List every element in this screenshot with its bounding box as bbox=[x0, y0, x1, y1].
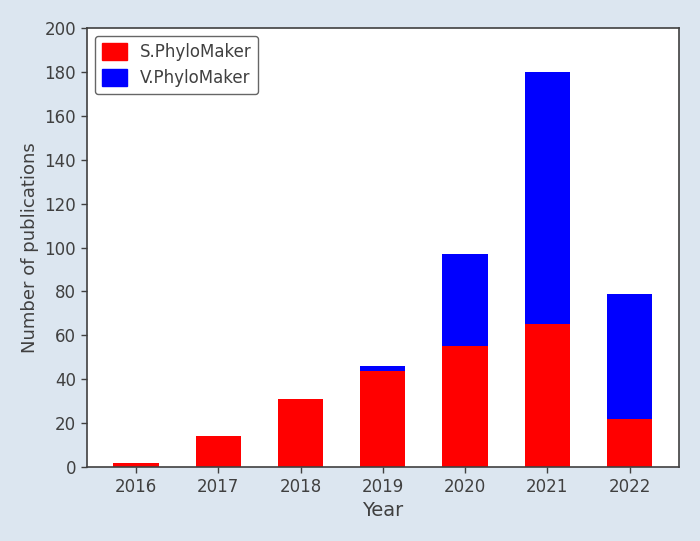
Bar bbox=[607, 294, 652, 419]
Bar bbox=[113, 463, 159, 467]
Bar bbox=[278, 399, 323, 467]
Bar bbox=[196, 437, 241, 467]
Legend: S.PhyloMaker, V.PhyloMaker: S.PhyloMaker, V.PhyloMaker bbox=[95, 36, 258, 94]
Y-axis label: Number of publications: Number of publications bbox=[21, 142, 38, 353]
Bar bbox=[360, 366, 405, 371]
Bar bbox=[442, 346, 488, 467]
Bar bbox=[525, 325, 570, 467]
Bar bbox=[360, 371, 405, 467]
Bar bbox=[525, 72, 570, 325]
X-axis label: Year: Year bbox=[362, 501, 403, 520]
Bar bbox=[442, 254, 488, 346]
Bar bbox=[607, 419, 652, 467]
